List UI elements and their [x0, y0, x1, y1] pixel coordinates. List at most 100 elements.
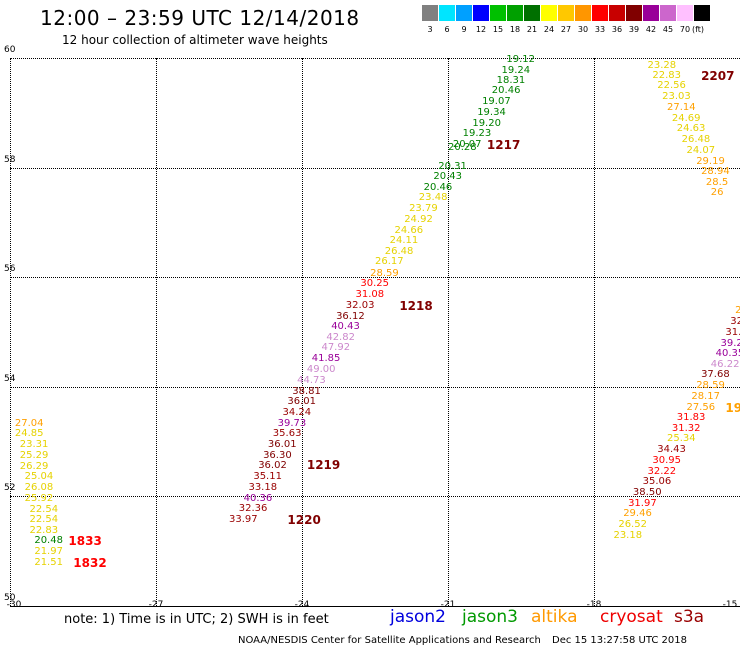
- wave-height-label: 44.73: [297, 374, 326, 386]
- legend-jason2: jason2: [390, 607, 446, 627]
- lat-tick-label: 52: [4, 483, 16, 494]
- scale-swatch: [677, 5, 693, 21]
- wave-height-label: 36.01: [287, 396, 317, 408]
- wave-height-label: 28.5: [705, 176, 729, 188]
- lat-gridline: [10, 167, 740, 169]
- wave-height-label: 26.08: [24, 482, 54, 494]
- wave-height-label: 23.03: [662, 91, 691, 103]
- scale-label: 21: [526, 25, 538, 34]
- lat-gridline: [10, 386, 740, 388]
- scale-swatch: [507, 5, 523, 21]
- scale-swatch: [592, 5, 608, 21]
- lon-tick-label: -30: [6, 600, 22, 610]
- map-plot-area: 50 52 54 56 58 60 19.12 19.24 18.31 20.46 19.07 19.…: [4, 45, 740, 607]
- pass-time-label: 1220: [287, 512, 321, 527]
- wave-height-label: 42.82: [326, 332, 355, 344]
- wave-height-label: 20.46: [491, 85, 521, 97]
- wave-height-label: 19.20: [472, 117, 501, 129]
- footer-credit: NOAA/NESDIS Center for Satellite Applica…: [238, 635, 541, 646]
- lat-tick-label: 50: [4, 593, 16, 603]
- plot-frame-top: [10, 58, 740, 59]
- legend-s3a: s3a: [674, 607, 705, 627]
- wave-height-label: 38.50: [632, 487, 662, 499]
- wave-height-label: 24.92: [404, 213, 433, 225]
- wave-height-label: 25.04: [24, 471, 54, 483]
- wave-height-label: 40.35: [715, 347, 740, 359]
- wave-height-label: 31.1: [725, 326, 740, 338]
- wave-height-label: 28.59: [696, 380, 725, 392]
- lat-tick-label: 54: [4, 373, 16, 384]
- scale-label: 42: [645, 25, 657, 34]
- wave-height-label: 22.56: [657, 80, 686, 92]
- pass-time-label: 194: [725, 401, 740, 416]
- wave-height-label: 19.24: [501, 64, 531, 76]
- lat-tick-label: 56: [4, 264, 16, 275]
- wave-height-label: 33.18: [248, 481, 278, 493]
- lon-tick-label: -24: [294, 600, 310, 610]
- wave-height-label: 21.97: [34, 546, 63, 558]
- scale-swatch: [524, 5, 540, 21]
- lon-gridline: [594, 58, 595, 606]
- scale-label: 45: [662, 25, 674, 34]
- wave-height-label: 22.54: [29, 503, 59, 515]
- wave-height-label: 27.14: [667, 102, 696, 114]
- wave-height-label: 41.85: [311, 353, 341, 365]
- wave-height-label: 29.19: [696, 155, 725, 167]
- lon-tick-label: -18: [586, 600, 602, 610]
- wave-height-label: 26.17: [375, 256, 404, 268]
- lat-tick-label: 60: [4, 45, 16, 55]
- wave-height-label: 35.06: [642, 476, 672, 488]
- wave-height-label: 22.54: [29, 513, 59, 525]
- wave-height-label: 46.22: [710, 358, 740, 370]
- wave-height-label: 29.46: [623, 508, 652, 520]
- scale-label: 12: [475, 25, 487, 34]
- wave-height-label: 26.48: [681, 134, 711, 146]
- pass-time-label: 1217: [486, 137, 521, 152]
- scale-swatch: [473, 5, 489, 21]
- lon-gridline: [156, 58, 157, 606]
- wave-height-label: 31.83: [676, 412, 706, 424]
- scale-label: 33: [594, 25, 606, 34]
- wave-height-label: 30.95: [652, 454, 682, 466]
- lat-tick-label: 58: [4, 154, 16, 165]
- wave-height-label: 28.94: [701, 165, 730, 177]
- wave-height-label: 24.11: [389, 235, 419, 247]
- scale-swatch: [541, 5, 557, 21]
- wave-height-label: 34.24: [282, 407, 312, 419]
- scale-label: 15: [492, 25, 504, 34]
- wave-height-label: 32.36: [238, 503, 268, 514]
- scale-label: 70: [679, 25, 691, 34]
- wave-height-label: 28.17: [691, 390, 720, 402]
- wave-height-label: 26.52: [618, 519, 647, 531]
- legend-cryosat: cryosat: [600, 607, 663, 627]
- scale-swatch: [439, 5, 455, 21]
- wave-height-label: 32: [730, 316, 740, 328]
- wave-height-label: 25.92: [24, 492, 54, 504]
- wave-height-label: 27.56: [686, 401, 716, 413]
- wave-height-label: 36.12: [336, 310, 365, 322]
- scale-label: 18: [509, 25, 521, 34]
- wave-height-label: 20.48: [34, 535, 63, 547]
- scale-swatch: [626, 5, 642, 21]
- wave-height-label: 35.11: [253, 471, 282, 483]
- wave-height-label: 18.31: [496, 75, 526, 87]
- lon-tick-label: -21: [440, 600, 456, 610]
- plot-frame-bottom: [10, 606, 740, 607]
- footer-timestamp: Dec 15 13:27:58 UTC 2018: [552, 635, 687, 646]
- plot-frame-left: [10, 58, 11, 606]
- wave-height-label: 22.83: [29, 524, 59, 536]
- wave-height-label: 31.32: [671, 422, 701, 434]
- wave-height-label: 23.28: [647, 59, 677, 71]
- scale-label: 6: [444, 25, 450, 34]
- scale-label: 9: [461, 25, 467, 34]
- wave-height-label: 21.51: [34, 556, 63, 568]
- wave-height-label: 20.43: [433, 170, 463, 182]
- wave-height-label: 31.08: [355, 289, 385, 301]
- wave-height-label: 22.83: [652, 70, 682, 82]
- wave-height-label: 34.43: [657, 444, 686, 456]
- wave-height-label: 27.04: [14, 418, 44, 430]
- wave-height-label: 23.18: [613, 529, 643, 541]
- wave-height-label: 23.79: [409, 203, 438, 215]
- scale-swatch: [490, 5, 506, 21]
